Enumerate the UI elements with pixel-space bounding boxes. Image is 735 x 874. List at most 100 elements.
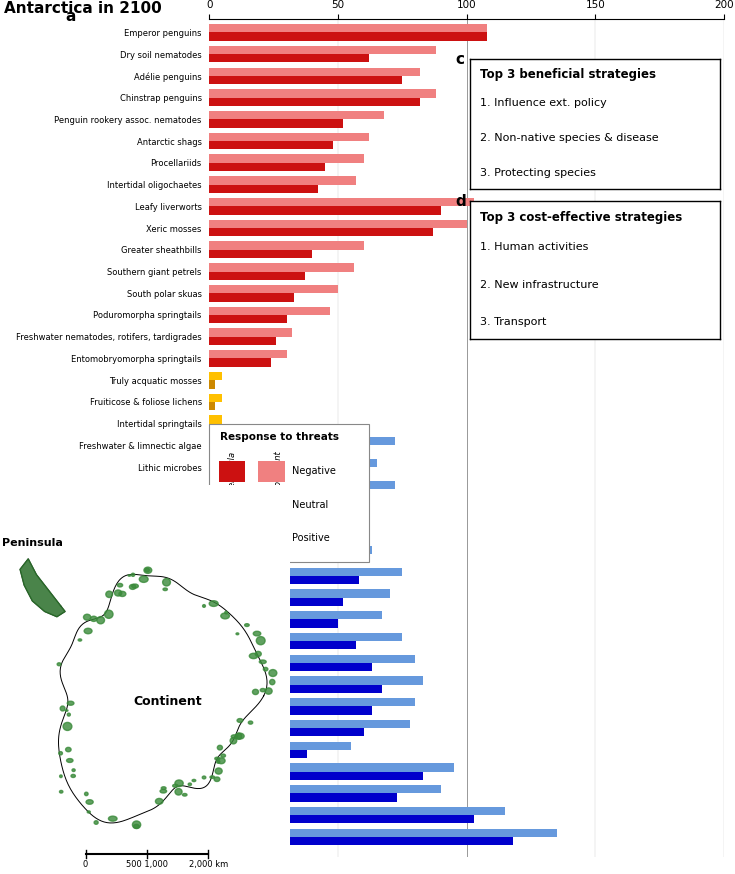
Text: Top 3 cost-effective strategies: Top 3 cost-effective strategies xyxy=(481,211,683,224)
Ellipse shape xyxy=(67,701,74,705)
Bar xyxy=(209,402,215,410)
Ellipse shape xyxy=(188,783,192,786)
Ellipse shape xyxy=(265,688,272,694)
Ellipse shape xyxy=(118,584,123,587)
Bar xyxy=(209,198,474,206)
Bar xyxy=(209,446,351,454)
FancyBboxPatch shape xyxy=(258,461,285,482)
Ellipse shape xyxy=(210,776,215,779)
Ellipse shape xyxy=(68,713,71,716)
Bar xyxy=(209,250,312,258)
Ellipse shape xyxy=(145,568,149,572)
Ellipse shape xyxy=(259,660,266,663)
Text: 3. Protecting species: 3. Protecting species xyxy=(481,168,596,178)
Text: 0: 0 xyxy=(83,860,88,869)
Bar xyxy=(209,206,441,214)
FancyBboxPatch shape xyxy=(219,528,245,549)
Bar xyxy=(209,815,474,823)
Text: 2. New infrastructure: 2. New infrastructure xyxy=(481,280,599,290)
Bar xyxy=(209,576,359,584)
Bar xyxy=(209,272,304,280)
Text: 3. Transport: 3. Transport xyxy=(481,317,547,327)
Ellipse shape xyxy=(220,754,226,757)
Bar xyxy=(209,163,325,171)
Ellipse shape xyxy=(214,777,220,781)
Ellipse shape xyxy=(59,752,62,755)
Bar xyxy=(209,24,487,32)
Bar xyxy=(209,794,397,801)
Ellipse shape xyxy=(60,790,63,793)
Ellipse shape xyxy=(215,757,220,760)
Bar xyxy=(209,54,369,62)
Ellipse shape xyxy=(263,668,268,671)
Bar xyxy=(209,598,343,606)
Ellipse shape xyxy=(269,669,277,676)
Ellipse shape xyxy=(129,585,136,589)
Ellipse shape xyxy=(65,710,68,711)
Bar xyxy=(209,554,333,563)
Text: Antarctica in 2100: Antarctica in 2100 xyxy=(4,1,162,16)
Bar xyxy=(209,424,215,432)
Text: Continent: Continent xyxy=(273,450,283,491)
Ellipse shape xyxy=(140,576,148,582)
Bar xyxy=(209,133,369,141)
Bar xyxy=(209,829,556,837)
Ellipse shape xyxy=(71,774,76,778)
Ellipse shape xyxy=(230,738,237,744)
Bar xyxy=(209,676,423,684)
Bar xyxy=(209,642,356,649)
Ellipse shape xyxy=(182,794,187,796)
Text: d: d xyxy=(456,194,467,209)
Text: Positive: Positive xyxy=(292,533,329,544)
Bar xyxy=(209,263,354,272)
Bar xyxy=(209,415,222,424)
Bar xyxy=(209,742,351,750)
Bar xyxy=(209,728,364,737)
FancyBboxPatch shape xyxy=(219,495,245,516)
Ellipse shape xyxy=(85,792,88,795)
Bar xyxy=(209,98,420,106)
Ellipse shape xyxy=(60,706,65,711)
Ellipse shape xyxy=(236,733,244,739)
Bar xyxy=(209,489,351,497)
Bar xyxy=(209,380,215,389)
Ellipse shape xyxy=(57,662,61,666)
Bar xyxy=(209,510,273,519)
Text: Negative: Negative xyxy=(292,467,336,476)
Bar xyxy=(209,111,384,119)
Ellipse shape xyxy=(144,567,151,573)
Ellipse shape xyxy=(72,769,75,772)
Ellipse shape xyxy=(173,784,178,787)
Ellipse shape xyxy=(257,636,265,645)
Bar xyxy=(209,45,436,54)
Ellipse shape xyxy=(232,735,237,739)
Ellipse shape xyxy=(84,614,90,621)
Bar xyxy=(209,589,390,598)
Bar xyxy=(209,119,343,128)
Ellipse shape xyxy=(128,575,131,576)
Ellipse shape xyxy=(65,747,71,752)
Text: Response to threats: Response to threats xyxy=(220,432,339,442)
Ellipse shape xyxy=(249,653,258,659)
Ellipse shape xyxy=(163,588,168,591)
Text: Continent: Continent xyxy=(133,695,202,708)
Ellipse shape xyxy=(220,613,229,619)
Text: 2. Non-native species & disease: 2. Non-native species & disease xyxy=(481,133,659,143)
Ellipse shape xyxy=(155,799,163,804)
FancyBboxPatch shape xyxy=(209,424,369,562)
Ellipse shape xyxy=(203,605,205,607)
Ellipse shape xyxy=(235,733,242,739)
Bar xyxy=(209,241,364,250)
Bar xyxy=(209,772,423,780)
Text: 1. Influence ext. policy: 1. Influence ext. policy xyxy=(481,98,607,108)
Ellipse shape xyxy=(106,591,112,598)
Bar xyxy=(209,764,453,772)
Ellipse shape xyxy=(97,616,104,624)
Ellipse shape xyxy=(60,775,62,778)
Ellipse shape xyxy=(218,746,223,750)
FancyBboxPatch shape xyxy=(258,495,285,516)
Ellipse shape xyxy=(119,592,126,596)
Bar xyxy=(209,437,395,446)
Text: 1. Human activities: 1. Human activities xyxy=(481,242,589,253)
Bar xyxy=(209,684,382,693)
